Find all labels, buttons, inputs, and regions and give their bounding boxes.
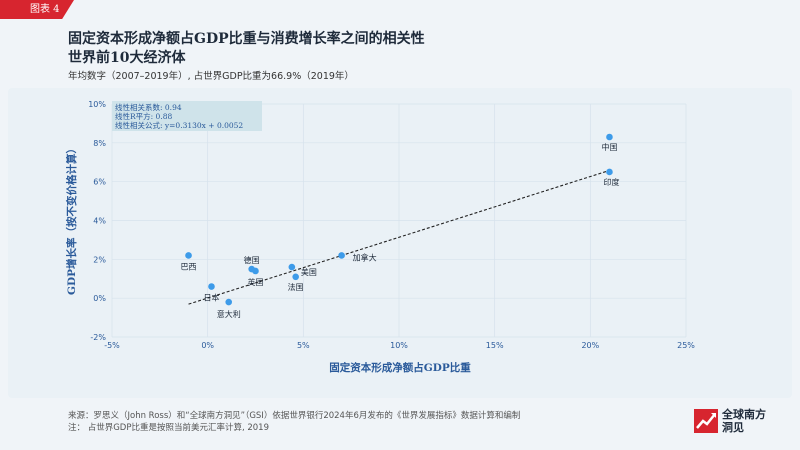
chart-subtitle: 年均数字（2007–2019年）, 占世界GDP比重为66.9%（2019年） xyxy=(68,71,354,82)
point-label: 法国 xyxy=(288,282,304,292)
tick-labels: -5% 0% 5% 10% 15% 20% 25% -2% 0% 2% 4% 6% 8% 10% xyxy=(88,100,695,350)
stats-line-1: 线性相关系数: 0.94 xyxy=(115,102,182,112)
point-label: 加拿大 xyxy=(353,252,377,262)
data-point xyxy=(208,283,215,290)
point-label: 英国 xyxy=(248,277,264,287)
data-point xyxy=(225,298,233,306)
point-label: 意大利 xyxy=(217,309,241,319)
point-label: 日本 xyxy=(203,293,219,303)
logo-line-1: 全球南方 xyxy=(722,408,766,421)
data-point xyxy=(185,252,192,259)
point-label: 印度 xyxy=(603,177,619,187)
chart-title: 固定资本形成净额占GDP比重与消费增长率之间的相关性 世界前10大经济体 xyxy=(68,30,425,68)
trendline xyxy=(188,169,610,305)
y-tick-label: 6% xyxy=(93,178,106,187)
x-tick-label: -5% xyxy=(104,341,120,350)
source-note: 来源：罗思义（John Ross）和“全球南方洞见”（GSI）依据世界银行202… xyxy=(68,411,521,421)
y-tick-label: 4% xyxy=(93,217,106,226)
title-line-1: 固定资本形成净额占GDP比重与消费增长率之间的相关性 xyxy=(68,31,425,47)
chart-panel xyxy=(8,88,792,398)
logo-chart-icon xyxy=(694,409,718,433)
stats-line-2: 线性R平方: 0.88 xyxy=(115,111,172,121)
x-tick-label: 25% xyxy=(677,341,695,350)
stats-line-3: 线性相关公式: y=0.3130x + 0.0052 xyxy=(115,120,243,130)
grid xyxy=(111,103,687,338)
logo-text: 全球南方 洞见 xyxy=(722,408,766,434)
data-point xyxy=(606,133,613,141)
data-point xyxy=(338,252,345,259)
x-tick-label: 20% xyxy=(581,341,599,350)
data-point xyxy=(292,273,299,281)
point-label: 德国 xyxy=(244,255,260,265)
x-axis-label: 固定资本形成净额占GDP比重 xyxy=(329,361,471,374)
footnote: 注： 占世界GDP比重是按照当前美元汇率计算, 2019 xyxy=(68,423,269,433)
x-tick-label: 15% xyxy=(486,341,504,350)
point-label: 中国 xyxy=(601,142,617,152)
gsi-logo: 全球南方 洞见 xyxy=(694,408,790,438)
data-point xyxy=(252,267,259,275)
y-tick-label: 8% xyxy=(93,139,106,148)
point-label: 巴西 xyxy=(181,262,197,271)
y-tick-label: 0% xyxy=(93,294,106,303)
data-point xyxy=(288,263,296,271)
figure-tag: 图表 4 xyxy=(0,0,74,19)
x-tick-label: 5% xyxy=(297,341,310,350)
data-point xyxy=(606,168,613,176)
x-tick-label: 10% xyxy=(390,341,408,350)
y-axis-label: GDP增长率（按不变价格计算） xyxy=(65,143,78,295)
point-label: 美国 xyxy=(301,267,317,277)
y-tick-label: 2% xyxy=(93,255,106,264)
logo-line-2: 洞见 xyxy=(722,421,744,434)
stats-box xyxy=(112,101,262,131)
y-tick-label: 10% xyxy=(88,100,106,109)
title-line-2: 世界前10大经济体 xyxy=(68,50,186,66)
y-tick-label: -2% xyxy=(90,333,106,342)
x-tick-label: 0% xyxy=(201,341,214,350)
